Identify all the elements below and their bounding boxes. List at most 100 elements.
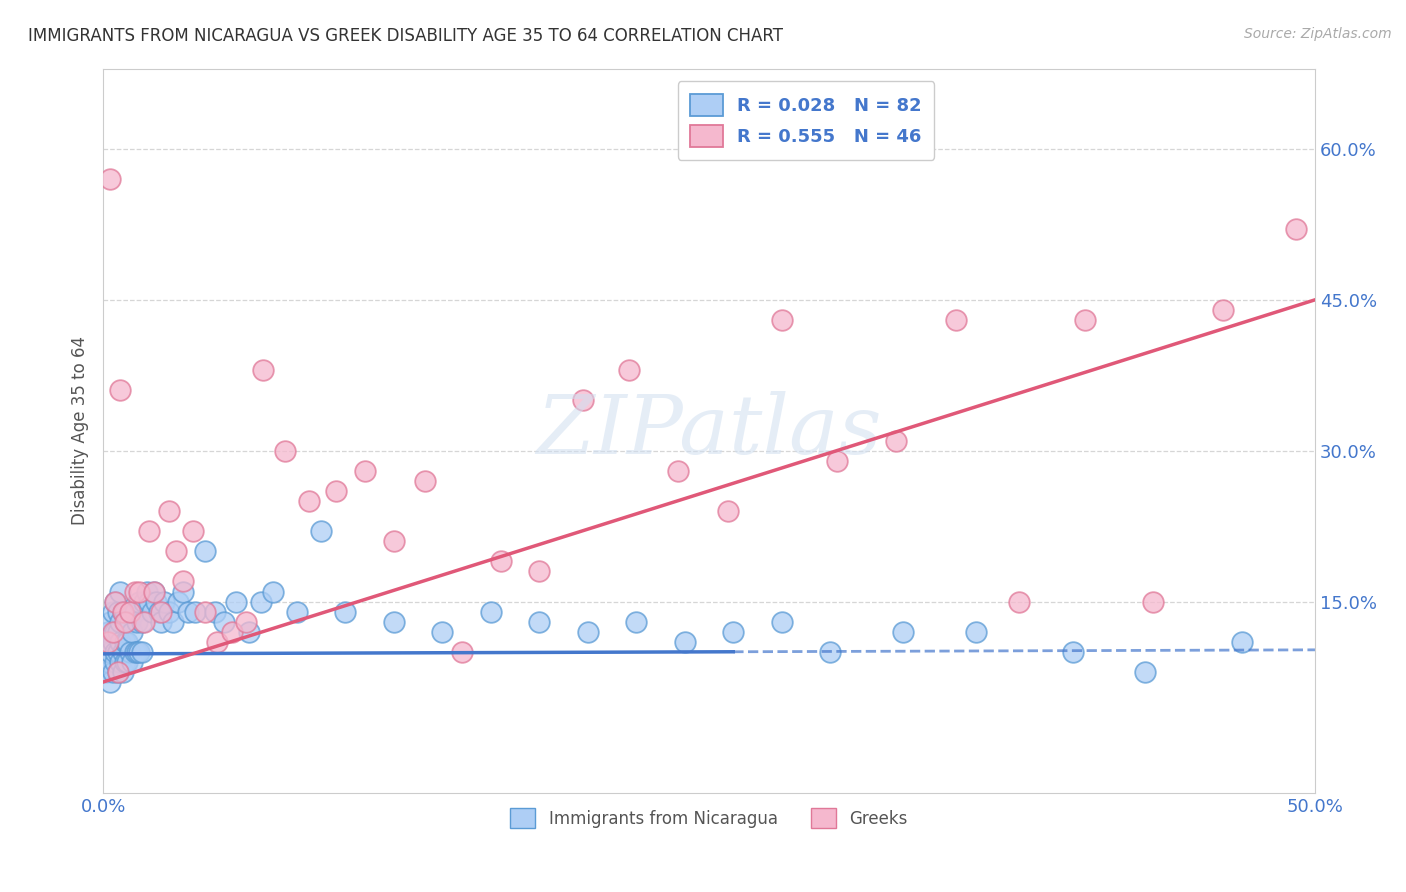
Legend: Immigrants from Nicaragua, Greeks: Immigrants from Nicaragua, Greeks xyxy=(503,801,914,835)
Point xyxy=(104,594,127,608)
Point xyxy=(238,624,260,639)
Point xyxy=(100,172,122,186)
Point xyxy=(382,534,405,549)
Point xyxy=(108,634,131,648)
Point xyxy=(101,665,124,679)
Point xyxy=(576,624,599,639)
Point xyxy=(101,624,124,639)
Point xyxy=(415,474,437,488)
Point xyxy=(114,655,136,669)
Point xyxy=(184,605,207,619)
Point xyxy=(1232,634,1254,648)
Point xyxy=(118,645,141,659)
Point xyxy=(827,454,849,468)
Point xyxy=(150,615,173,629)
Point xyxy=(325,483,347,498)
Point xyxy=(143,584,166,599)
Point xyxy=(124,584,146,599)
Point xyxy=(172,574,194,589)
Point xyxy=(107,605,129,619)
Point xyxy=(673,634,696,648)
Point xyxy=(117,615,139,629)
Point xyxy=(770,615,793,629)
Point xyxy=(128,594,150,608)
Point xyxy=(108,584,131,599)
Point xyxy=(100,615,122,629)
Point xyxy=(111,605,134,619)
Point xyxy=(107,665,129,679)
Point xyxy=(382,615,405,629)
Point xyxy=(94,665,117,679)
Point xyxy=(108,384,131,398)
Point xyxy=(143,584,166,599)
Point xyxy=(489,554,512,568)
Point xyxy=(100,675,122,690)
Point xyxy=(572,393,595,408)
Point xyxy=(157,504,180,518)
Point xyxy=(97,655,120,669)
Point xyxy=(172,584,194,599)
Point xyxy=(818,645,841,659)
Point xyxy=(111,605,134,619)
Point xyxy=(131,645,153,659)
Point xyxy=(214,615,236,629)
Point xyxy=(221,624,243,639)
Point xyxy=(309,524,332,538)
Point xyxy=(114,634,136,648)
Point xyxy=(118,615,141,629)
Point xyxy=(111,665,134,679)
Point xyxy=(121,624,143,639)
Point xyxy=(1212,302,1234,317)
Point xyxy=(194,544,217,558)
Point xyxy=(945,313,967,327)
Point xyxy=(145,594,167,608)
Point xyxy=(131,615,153,629)
Point xyxy=(249,594,271,608)
Point xyxy=(97,634,120,648)
Point xyxy=(1008,594,1031,608)
Point xyxy=(148,605,170,619)
Point xyxy=(432,624,454,639)
Point xyxy=(626,615,648,629)
Point xyxy=(104,624,127,639)
Point xyxy=(100,645,122,659)
Point xyxy=(165,544,187,558)
Text: Source: ZipAtlas.com: Source: ZipAtlas.com xyxy=(1244,27,1392,41)
Point xyxy=(150,605,173,619)
Point xyxy=(285,605,308,619)
Point xyxy=(97,624,120,639)
Point xyxy=(107,624,129,639)
Point xyxy=(181,524,204,538)
Point xyxy=(104,645,127,659)
Point xyxy=(225,594,247,608)
Point xyxy=(529,615,551,629)
Point xyxy=(252,363,274,377)
Point xyxy=(107,665,129,679)
Point xyxy=(108,655,131,669)
Point xyxy=(717,504,740,518)
Point xyxy=(177,605,200,619)
Point xyxy=(1284,222,1306,236)
Point xyxy=(104,655,127,669)
Point xyxy=(666,464,689,478)
Point xyxy=(298,494,321,508)
Point xyxy=(205,634,228,648)
Point xyxy=(108,615,131,629)
Point xyxy=(1073,313,1095,327)
Point xyxy=(121,655,143,669)
Point xyxy=(450,645,472,659)
Point xyxy=(125,615,148,629)
Point xyxy=(262,584,284,599)
Point xyxy=(107,645,129,659)
Point xyxy=(101,634,124,648)
Point xyxy=(723,624,745,639)
Point xyxy=(117,655,139,669)
Point xyxy=(1062,645,1084,659)
Y-axis label: Disability Age 35 to 64: Disability Age 35 to 64 xyxy=(72,336,89,525)
Point xyxy=(125,645,148,659)
Point xyxy=(141,605,163,619)
Point xyxy=(891,624,914,639)
Point xyxy=(124,605,146,619)
Point xyxy=(617,363,640,377)
Point xyxy=(124,645,146,659)
